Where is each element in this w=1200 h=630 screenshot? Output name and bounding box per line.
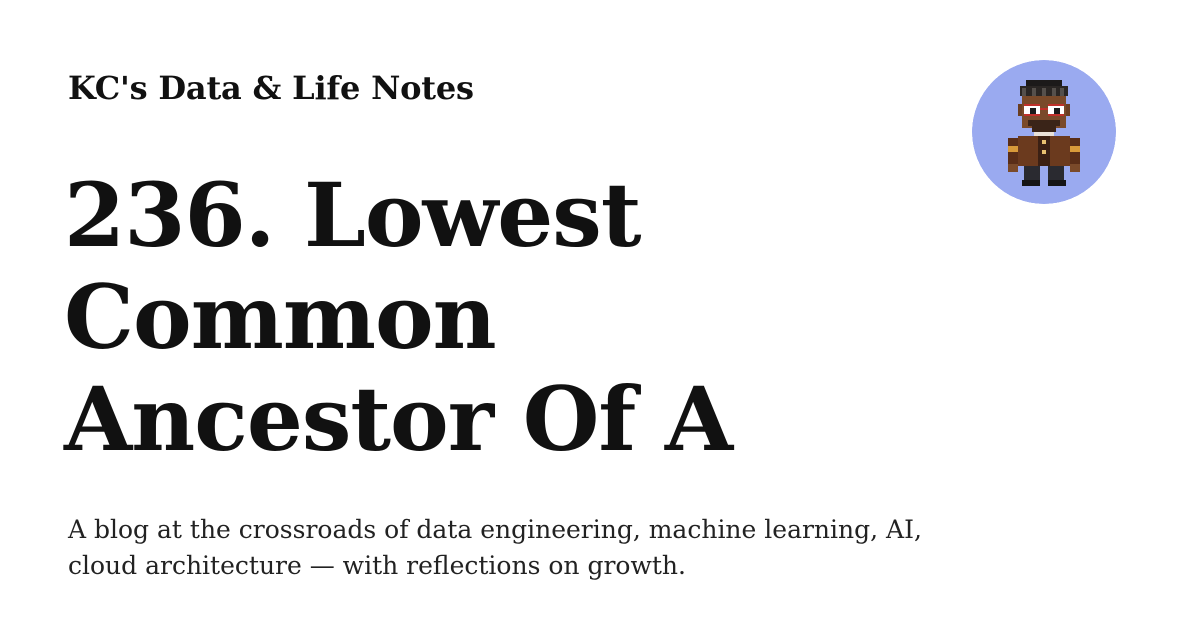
pixel-art-person-avatar-icon: [972, 60, 1116, 204]
post-title: 236. Lowest Common Ancestor Of A: [64, 163, 733, 471]
site-name: KC's Data & Life Notes: [68, 69, 474, 107]
site-tagline: A blog at the crossroads of data enginee…: [68, 515, 922, 580]
avatar: [972, 60, 1116, 204]
